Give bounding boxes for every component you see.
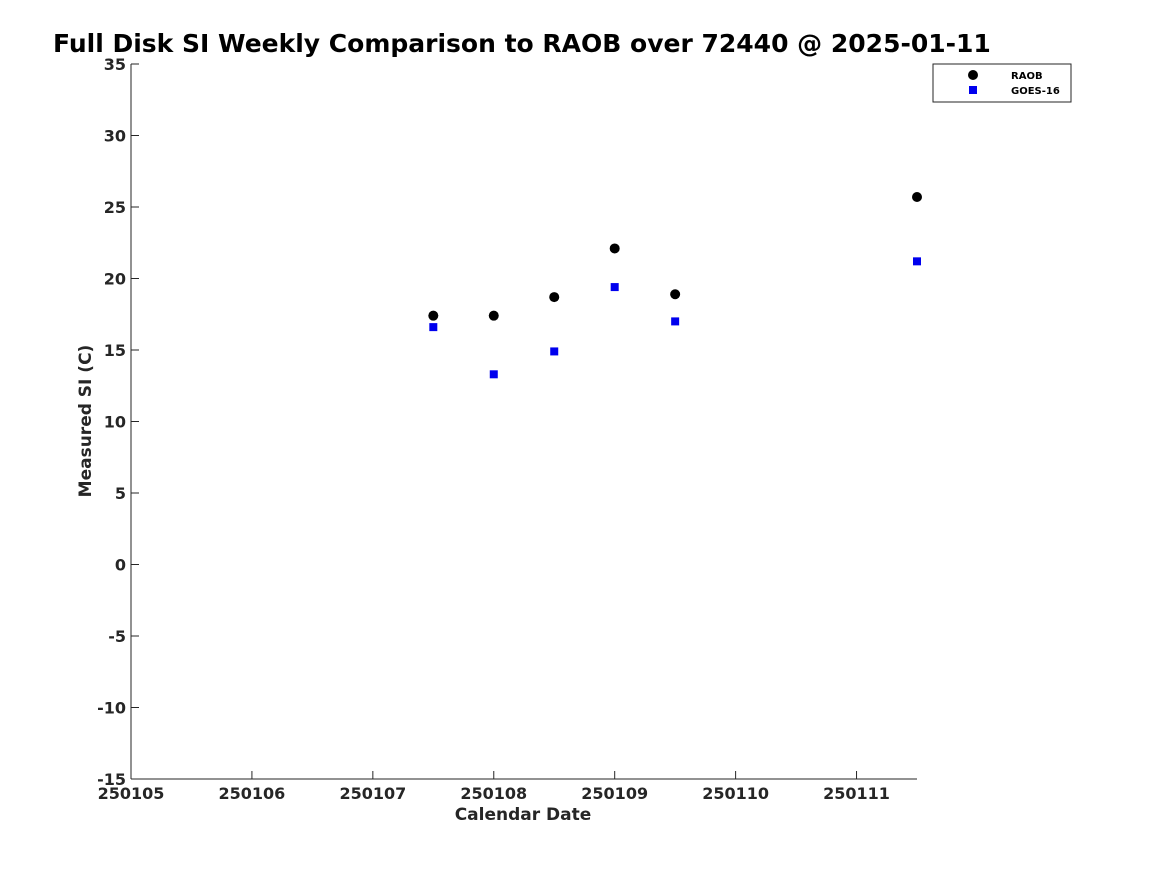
y-tick-label: 0: [115, 556, 126, 575]
point-raob: [912, 191, 922, 202]
x-tick-label: 250107: [339, 784, 406, 803]
point-goes-16: [671, 317, 680, 326]
point-goes-16: [610, 283, 619, 292]
y-tick-label: 10: [104, 413, 126, 432]
point-raob: [670, 289, 681, 300]
point-raob: [609, 243, 620, 254]
point-goes-16: [429, 323, 438, 332]
y-tick-label: 15: [104, 341, 126, 360]
plot-axes: [130, 64, 917, 780]
point-goes-16: [489, 370, 498, 379]
legend-box: [932, 63, 1072, 103]
y-tick-label: -5: [108, 627, 126, 646]
chart-title: Full Disk SI Weekly Comparison to RAOB o…: [53, 29, 991, 58]
y-tick-label: 5: [115, 484, 126, 503]
point-goes-16: [550, 347, 559, 356]
legend-marker-goes-16: [969, 86, 977, 94]
point-raob: [428, 310, 439, 321]
y-tick-label: 20: [104, 270, 126, 289]
y-tick-label: -10: [97, 699, 126, 718]
point-raob: [488, 310, 499, 321]
y-tick-label: -15: [97, 770, 126, 789]
legend-label-goes-16: GOES-16: [1011, 86, 1060, 97]
x-tick-label: 250108: [460, 784, 527, 803]
point-goes-16: [913, 257, 921, 266]
x-tick-label: 250106: [219, 784, 286, 803]
data-points: [428, 191, 922, 379]
y-tick-label: 35: [104, 55, 126, 74]
x-tick-label: 250109: [581, 784, 648, 803]
x-tick-label: 250110: [702, 784, 769, 803]
y-tick-label: 30: [104, 127, 126, 146]
legend-marker-raob: [968, 70, 978, 80]
y-axis-label: Measured SI (C): [76, 345, 96, 498]
x-axis-label: Calendar Date: [455, 805, 592, 825]
x-axis-ticks: 250105 250106 250107 250108 250109 250110 2501…: [98, 771, 890, 803]
x-tick-label: 250105: [98, 784, 165, 803]
y-axis-ticks: -15 -10 -5 0 5 10 15 20 25 30 35: [97, 55, 139, 789]
point-raob: [549, 292, 560, 303]
legend: RAOB GOES-16: [932, 63, 1072, 103]
legend-label-raob: RAOB: [1011, 71, 1043, 82]
x-tick-label: 250111: [823, 784, 890, 803]
y-tick-label: 25: [104, 198, 126, 217]
